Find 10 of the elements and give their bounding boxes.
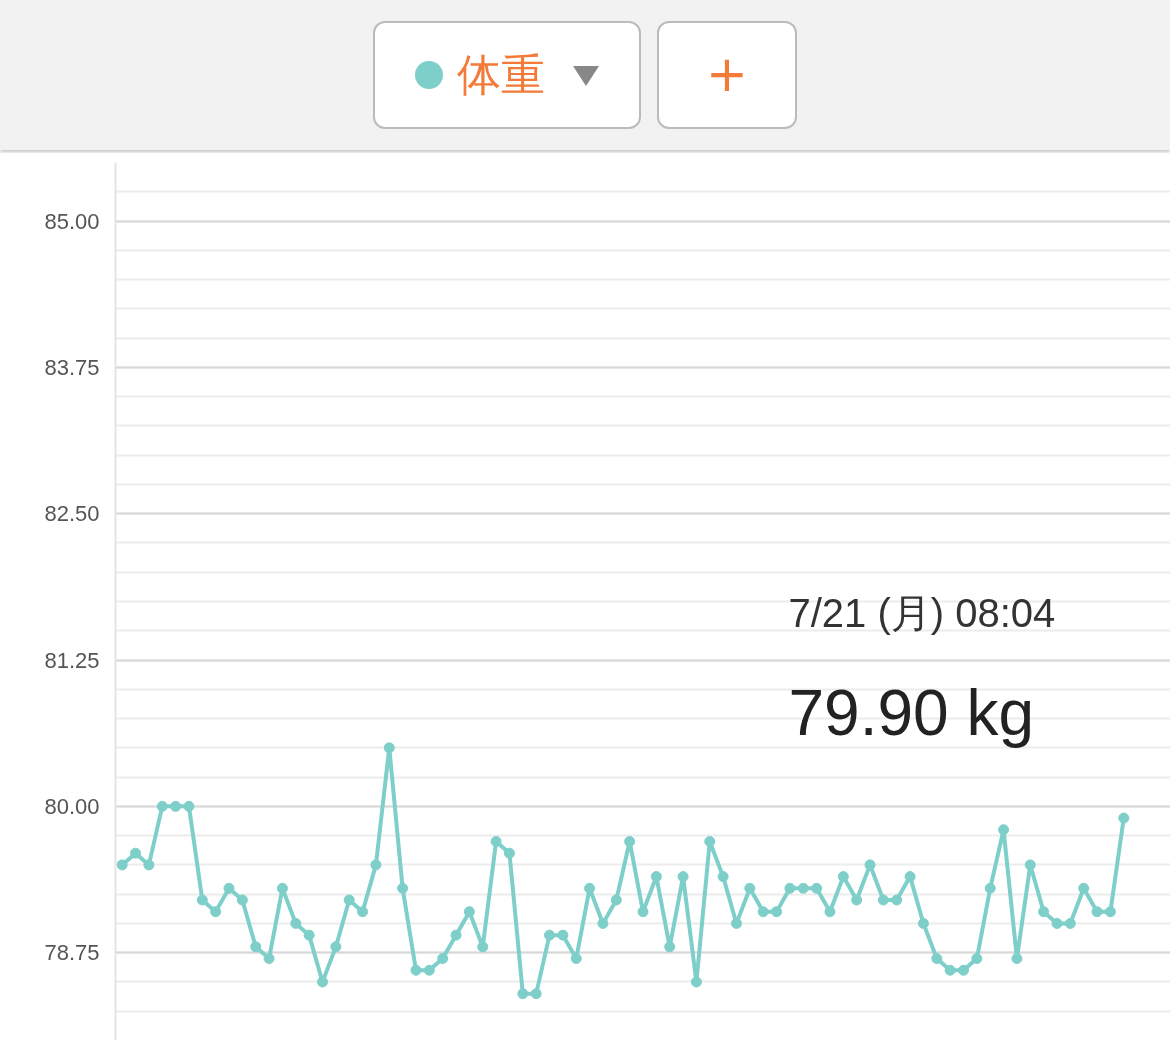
y-tick-label: 83.75 — [44, 354, 100, 380]
y-tick-label: 81.25 — [44, 647, 100, 673]
y-tick-label: 80.00 — [44, 793, 100, 819]
legend-label: 体重 — [457, 47, 545, 102]
annotation: 79.90 kg — [788, 676, 1035, 749]
y-tick-label: 82.50 — [44, 501, 100, 527]
y-tick-label: 78.75 — [44, 940, 100, 966]
y-tick-label: 85.00 — [44, 208, 100, 234]
annotation: 7/21 (月) 08:04 — [788, 590, 1056, 635]
text: + — [657, 21, 797, 129]
